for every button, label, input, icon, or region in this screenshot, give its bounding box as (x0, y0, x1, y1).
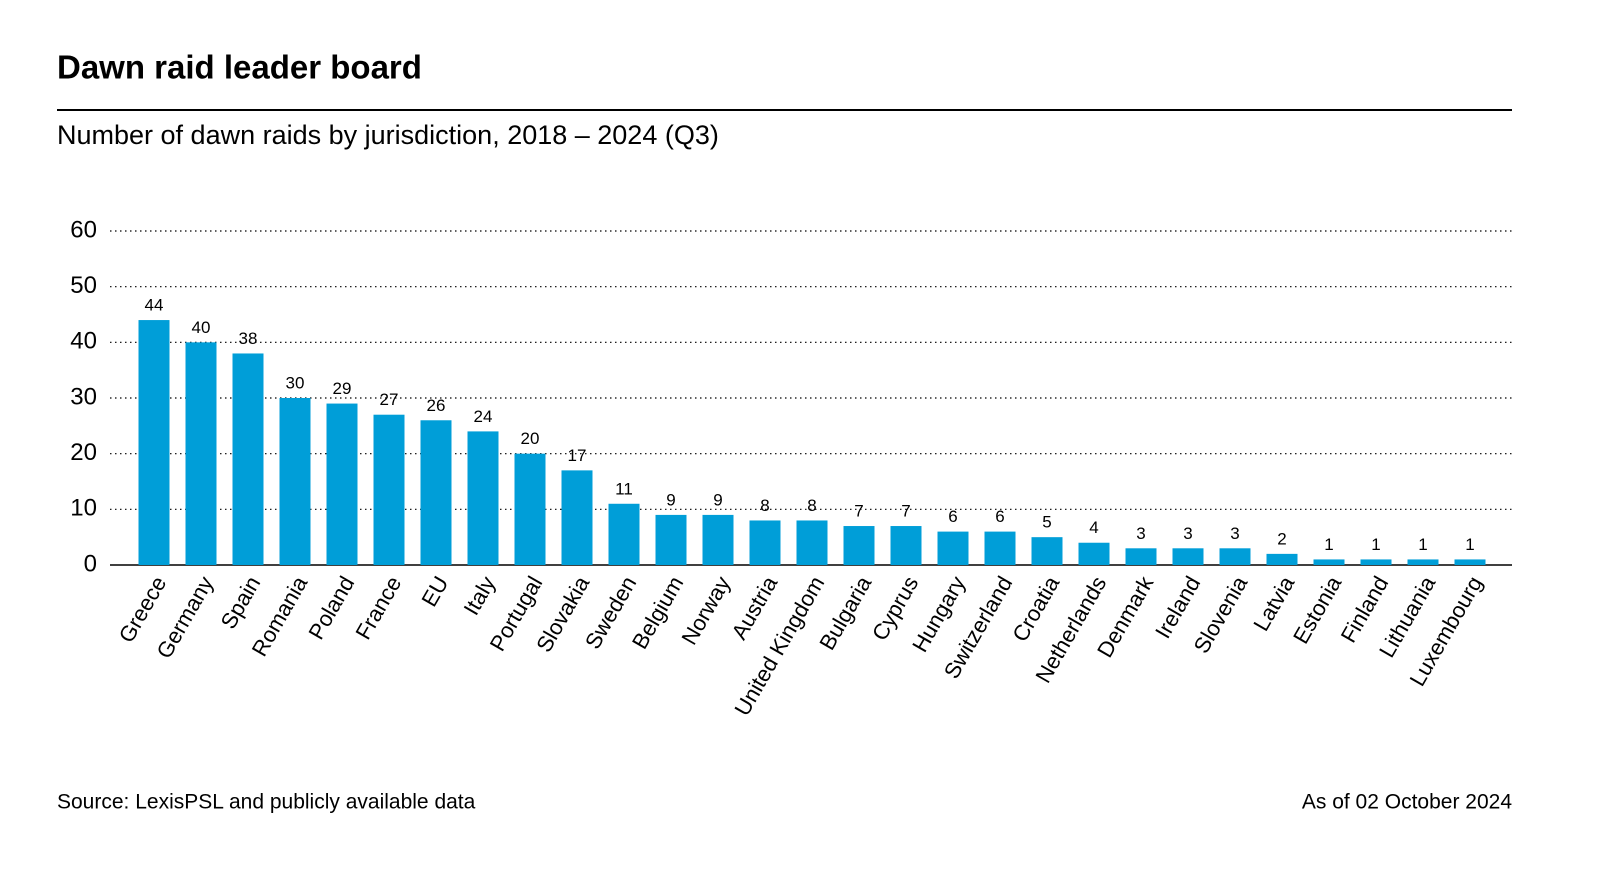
bar (1313, 559, 1345, 565)
value-label: 44 (145, 296, 164, 315)
value-label: 29 (333, 379, 352, 398)
bar (373, 414, 405, 565)
value-label: 2 (1277, 529, 1286, 548)
value-label: 17 (568, 446, 587, 465)
value-label: 5 (1042, 513, 1051, 532)
source-note: Source: LexisPSL and publicly available … (57, 791, 476, 814)
value-label: 6 (948, 507, 957, 526)
bar (1219, 548, 1251, 565)
bar (1078, 542, 1110, 565)
y-tick-label: 30 (70, 383, 97, 410)
chart-title: Dawn raid leader board (57, 49, 422, 86)
value-label: 1 (1371, 535, 1380, 554)
bar (1266, 553, 1298, 565)
value-label: 26 (427, 396, 446, 415)
bar (514, 453, 546, 565)
value-label: 1 (1465, 535, 1474, 554)
bar (984, 531, 1016, 565)
bar (420, 420, 452, 565)
value-label: 11 (615, 479, 633, 498)
x-tick-label: Italy (459, 572, 501, 619)
value-label: 38 (239, 329, 258, 348)
value-label: 27 (380, 390, 399, 409)
value-label: 20 (521, 429, 540, 448)
x-tick-label: Poland (303, 572, 359, 644)
bar (843, 526, 875, 565)
value-label: 7 (854, 502, 863, 521)
bar (1031, 537, 1063, 565)
bar (749, 520, 781, 565)
x-tick-label: France (350, 572, 406, 644)
date-note: As of 02 October 2024 (1302, 791, 1512, 814)
value-label: 7 (901, 502, 910, 521)
bar (702, 514, 734, 565)
bar (1125, 548, 1157, 565)
value-label: 3 (1183, 524, 1192, 543)
value-label: 24 (474, 407, 493, 426)
y-tick-label: 50 (70, 272, 97, 299)
bar (1454, 559, 1486, 565)
bar (232, 353, 264, 565)
x-tick-label: United Kingdom (729, 572, 829, 720)
bar (279, 398, 311, 565)
bar (467, 431, 499, 565)
y-tick-label: 10 (70, 495, 97, 522)
value-label: 30 (286, 373, 305, 392)
x-tick-label: Latvia (1248, 571, 1299, 635)
chart-subtitle: Number of dawn raids by jurisdiction, 20… (57, 120, 719, 150)
bar (138, 320, 170, 565)
value-label: 4 (1089, 518, 1098, 537)
value-label: 3 (1136, 524, 1145, 543)
y-tick-label: 60 (70, 216, 97, 243)
y-tick-label: 20 (70, 439, 97, 466)
value-label: 9 (666, 490, 675, 509)
value-label: 3 (1230, 524, 1239, 543)
bar (1172, 548, 1204, 565)
y-tick-label: 40 (70, 328, 97, 355)
bar (890, 526, 922, 565)
value-label: 40 (192, 318, 211, 337)
bar (1360, 559, 1392, 565)
value-label: 8 (760, 496, 769, 515)
value-label: 8 (807, 496, 816, 515)
x-tick-label: Spain (216, 572, 266, 633)
bar (185, 342, 217, 565)
value-label: 6 (995, 507, 1004, 526)
bar (796, 520, 828, 565)
bar (1407, 559, 1439, 565)
bar (608, 503, 640, 565)
bar (937, 531, 969, 565)
value-label: 1 (1324, 535, 1333, 554)
x-tick-label: EU (416, 572, 453, 611)
y-tick-label: 0 (84, 550, 97, 577)
value-label: 9 (713, 490, 722, 509)
value-label: 1 (1418, 535, 1427, 554)
bar (655, 514, 687, 565)
bar (326, 403, 358, 565)
bar (561, 470, 593, 565)
